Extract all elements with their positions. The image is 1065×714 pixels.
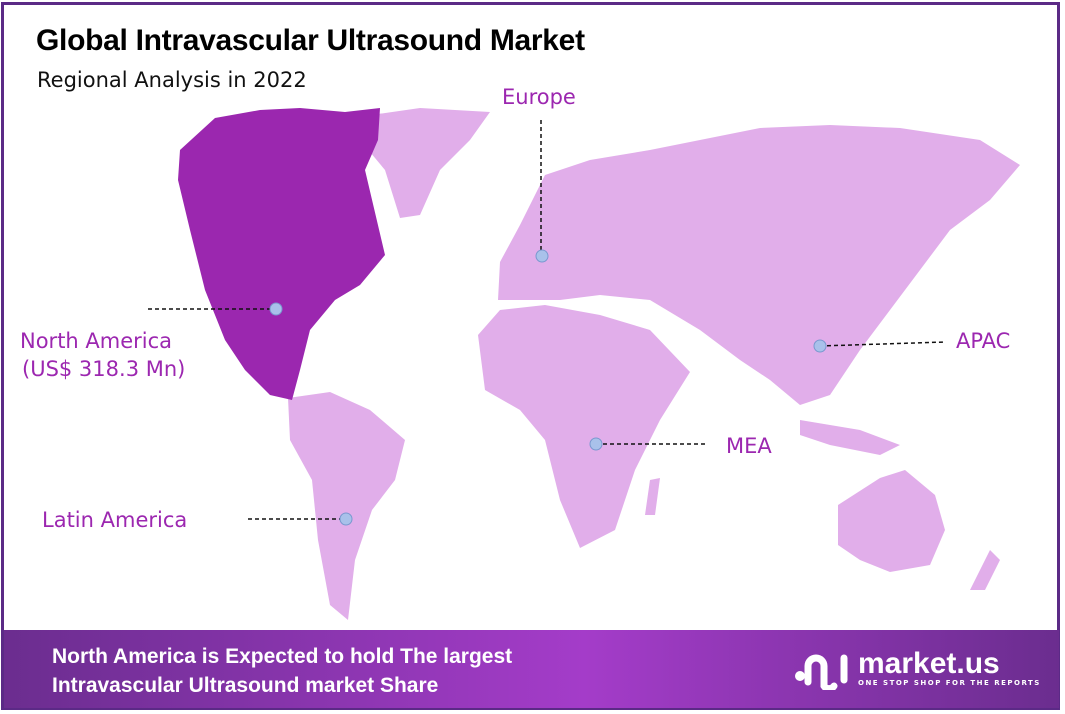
north-america (178, 108, 385, 400)
indonesia (800, 420, 900, 455)
south-america (288, 392, 405, 620)
label-europe: Europe (502, 85, 576, 109)
latam-marker (339, 512, 353, 526)
apac-marker (813, 339, 827, 353)
footer-line-2: Intravascular Ultrasound market Share (52, 674, 439, 697)
footer-line-1: North America is Expected to hold The la… (52, 645, 513, 668)
madagascar (645, 478, 660, 515)
label-north-america: North America (20, 329, 173, 353)
value-north-america: (US$ 318.3 Mn) (22, 357, 186, 381)
page-title: Global Intravascular Ultrasound Market (36, 24, 585, 57)
na-marker (269, 302, 283, 316)
eurasia (498, 125, 1020, 405)
europe-marker (535, 249, 549, 263)
greenland (350, 108, 490, 218)
africa (478, 305, 690, 548)
label-latin-america: Latin America (42, 508, 188, 532)
logo-tagline: ONE STOP SHOP FOR THE REPORTS (858, 679, 1041, 687)
australia (838, 470, 945, 572)
logo-name: market.us (858, 647, 1000, 680)
logo-mark-icon (795, 654, 848, 690)
label-mea: MEA (726, 434, 772, 458)
mea-marker (589, 437, 603, 451)
label-apac: APAC (956, 329, 1011, 353)
footer-banner: North America is Expected to hold The la… (4, 630, 1059, 708)
new-zealand (970, 550, 1000, 590)
market-us-logo: market.us ONE STOP SHOP FOR THE REPORTS (792, 646, 1041, 690)
page-subtitle: Regional Analysis in 2022 (37, 68, 307, 92)
footer-text: North America is Expected to hold The la… (52, 642, 512, 700)
